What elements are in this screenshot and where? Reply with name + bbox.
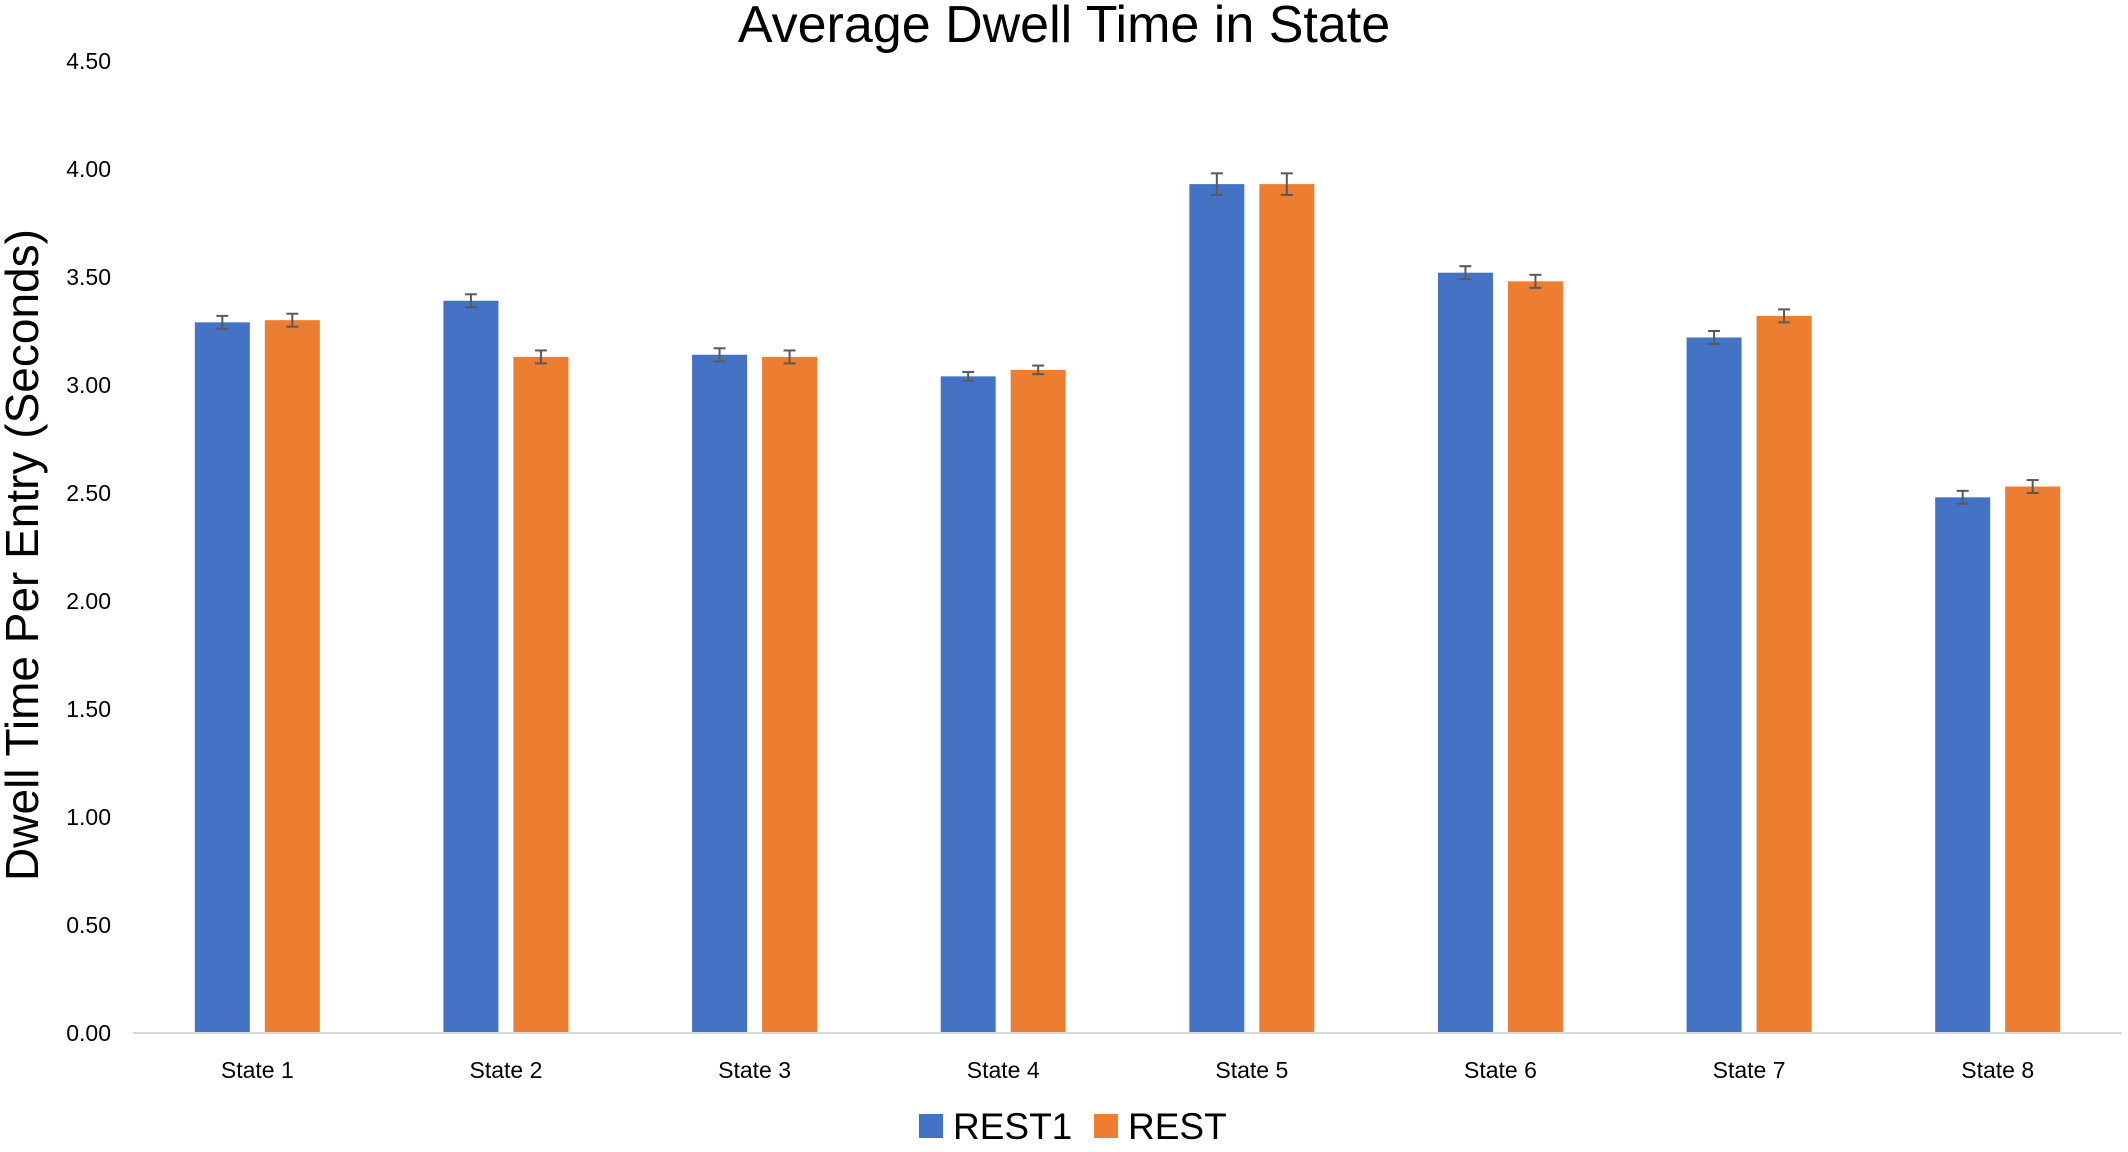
error-bar [534,349,547,365]
bar-rest1-state-2 [443,300,499,1033]
y-tick-label: 2.50 [66,480,111,506]
error-bar [1032,364,1045,376]
bar-rest1-state-5 [1189,184,1245,1033]
y-tick-label: 1.00 [66,804,111,830]
legend-swatch-rest1 [919,1114,943,1138]
chart-title: Average Dwell Time in State [738,0,1390,54]
bar-rest-state-8 [2005,486,2061,1033]
x-tick-label: State 3 [718,1057,791,1083]
bar-rest1-state-7 [1686,337,1742,1034]
x-tick-label: State 7 [1713,1057,1786,1083]
error-bar [713,347,726,363]
x-tick-label: State 4 [967,1057,1040,1083]
y-axis-label: Dwell Time Per Entry (Seconds) [0,229,48,881]
y-axis-ticks: 0.00 0.50 1.00 1.50 2.00 2.50 3.00 3.50 4.00 4.50 [66,48,111,1046]
y-tick-label: 0.00 [66,1020,111,1046]
bar-rest-state-6 [1507,281,1563,1033]
bar-rest1-state-4 [940,376,996,1033]
bars [194,184,2061,1034]
legend-label-rest1: REST1 [953,1106,1072,1147]
x-tick-label: State 1 [221,1057,294,1083]
bar-rest-state-1 [264,320,320,1033]
y-tick-label: 0.50 [66,912,111,938]
error-bars [216,172,2039,505]
error-bar [962,371,975,382]
error-bar [1708,330,1721,345]
error-bar [1459,265,1472,281]
error-bar [464,293,477,309]
y-tick-label: 3.50 [66,264,111,290]
bar-rest1-state-6 [1437,272,1493,1033]
error-bar [1529,273,1542,289]
x-tick-label: State 2 [469,1057,542,1083]
x-tick-label: State 8 [1961,1057,2034,1083]
error-bar [1778,308,1791,324]
legend-swatch-rest [1094,1114,1118,1138]
error-bar [2026,479,2039,494]
legend: REST1 REST [919,1106,1227,1147]
bar-rest-state-7 [1756,315,1812,1033]
y-tick-label: 4.00 [66,156,111,182]
bar-rest-state-3 [762,356,818,1033]
y-tick-label: 2.00 [66,588,111,614]
error-bar [1210,172,1223,196]
bar-rest-state-4 [1010,369,1066,1033]
error-bar [216,314,229,330]
bar-rest1-state-3 [692,354,748,1033]
y-tick-label: 1.50 [66,696,111,722]
x-tick-label: State 5 [1215,1057,1288,1083]
x-axis-ticks: State 1 State 2 State 3 State 4 State 5 State… [221,1057,2034,1083]
x-tick-label: State 6 [1464,1057,1537,1083]
error-bar [286,312,299,328]
y-tick-label: 4.50 [66,48,111,74]
bar-rest1-state-1 [194,322,250,1033]
y-tick-label: 3.00 [66,372,111,398]
bar-rest-state-2 [513,356,569,1033]
legend-label-rest: REST [1128,1106,1227,1147]
bar-rest1-state-8 [1935,497,1991,1033]
error-bar [1280,172,1293,196]
error-bar [783,349,796,365]
bar-rest-state-5 [1259,184,1315,1033]
error-bar [1956,489,1969,505]
